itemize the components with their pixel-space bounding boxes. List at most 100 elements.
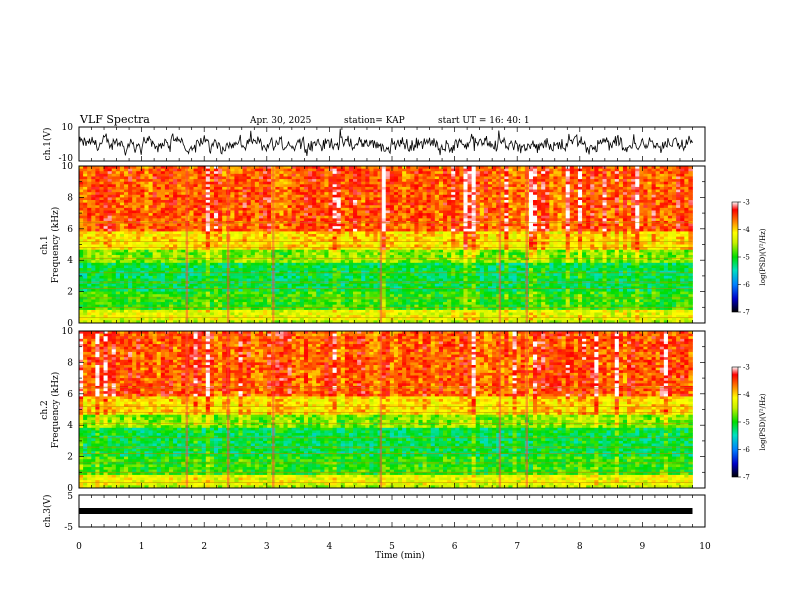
- spectrogram-cell: [537, 190, 541, 193]
- spectrogram-cell: [459, 200, 463, 203]
- spectrogram-cell: [508, 210, 512, 213]
- spectrogram-cell: [508, 231, 512, 234]
- spectrogram-cell: [672, 210, 676, 213]
- spectrogram-cell: [194, 171, 198, 174]
- spectrogram-cell: [202, 187, 206, 190]
- spectrogram-cell: [210, 190, 214, 193]
- spectrogram-cell: [337, 179, 341, 182]
- spectrogram-cell: [607, 187, 611, 190]
- spectrogram-cell: [443, 205, 447, 208]
- spectrogram-cell: [656, 210, 660, 213]
- spectrogram-cell: [480, 190, 484, 193]
- spectrogram-cell: [680, 208, 684, 211]
- spectrogram-cell: [443, 176, 447, 179]
- spectrogram-cell: [247, 182, 251, 185]
- spectrogram-cell: [210, 213, 214, 216]
- spectrogram-cell: [161, 231, 165, 234]
- spectrogram-cell: [328, 182, 332, 185]
- spectrogram-cell: [492, 190, 496, 193]
- spectrogram-cell: [243, 218, 247, 221]
- spectrogram-cell: [418, 190, 422, 193]
- spectrogram-cell: [427, 187, 431, 190]
- spectrogram-cell: [398, 174, 402, 177]
- spectrogram-cell: [590, 216, 594, 219]
- spectrogram-cell: [590, 210, 594, 213]
- spectrogram-cell: [418, 226, 422, 229]
- spectrogram-cell: [427, 171, 431, 174]
- spectrogram-cell: [586, 203, 590, 206]
- spectrogram-cell: [304, 184, 308, 187]
- spectrogram-cell: [140, 187, 144, 190]
- spectrogram-cell: [79, 218, 83, 221]
- spectrogram-cell: [488, 208, 492, 211]
- spectrogram-cell: [480, 200, 484, 203]
- spectrogram-cell: [210, 203, 214, 206]
- spectrogram-cell: [373, 184, 377, 187]
- spectrogram-cell: [447, 190, 451, 193]
- spectrogram-cell: [157, 171, 161, 174]
- spectrogram-cell: [341, 169, 345, 172]
- spectrogram-cell: [136, 197, 140, 200]
- spectrogram-cell: [87, 190, 91, 193]
- spectrogram-cell: [243, 231, 247, 234]
- spectrogram-cell: [635, 182, 639, 185]
- ch1-spectrogram-image: [79, 166, 693, 323]
- spectrogram-cell: [173, 187, 177, 190]
- spectrogram-cell: [251, 195, 255, 198]
- spectrogram-cell: [345, 229, 349, 232]
- spectrogram-cell: [513, 210, 517, 213]
- spectrogram-cell: [647, 229, 651, 232]
- spectrogram-cell: [529, 190, 533, 193]
- spectrogram-cell: [521, 229, 525, 232]
- spectrogram-cell: [320, 179, 324, 182]
- spectrogram-cell: [615, 205, 619, 208]
- spectrogram-cell: [643, 213, 647, 216]
- spectrogram-cell: [402, 190, 406, 193]
- spectrogram-cell: [275, 200, 279, 203]
- spectrogram-cell: [443, 182, 447, 185]
- spectrogram-cell: [598, 229, 602, 232]
- spectrogram-cell: [255, 203, 259, 206]
- spectrogram-cell: [631, 210, 635, 213]
- spectrogram-cell: [210, 176, 214, 179]
- spectrogram-cell: [447, 218, 451, 221]
- spectrogram-cell: [149, 216, 153, 219]
- spectrogram-cell: [296, 231, 300, 234]
- spectrogram-cell: [140, 218, 144, 221]
- spectrogram-cell: [132, 224, 136, 227]
- spectrogram-cell: [647, 216, 651, 219]
- spectrogram-cell: [423, 200, 427, 203]
- spectrogram-cell: [79, 187, 83, 190]
- spectrogram-cell: [333, 197, 337, 200]
- spectrogram-cell: [239, 184, 243, 187]
- spectrogram-cell: [656, 218, 660, 221]
- spectrogram-cell: [136, 182, 140, 185]
- spectrogram-cell: [451, 231, 455, 234]
- spectrogram-cell: [570, 231, 574, 234]
- spectrogram-cell: [173, 224, 177, 227]
- spectrogram-cell: [79, 174, 83, 177]
- spectrogram-cell: [218, 184, 222, 187]
- spectrogram-cell: [333, 187, 337, 190]
- spectrogram-cell: [431, 187, 435, 190]
- spectrogram-cell: [472, 190, 476, 193]
- spectrogram-cell: [410, 174, 414, 177]
- spectrogram-cell: [222, 197, 226, 200]
- spectrogram-cell: [140, 213, 144, 216]
- spectrogram-cell: [373, 171, 377, 174]
- spectrogram-cell: [108, 169, 112, 172]
- spectrogram-cell: [541, 203, 545, 206]
- spectrogram-cell: [275, 171, 279, 174]
- spectrogram-cell: [169, 218, 173, 221]
- spectrogram-cell: [459, 190, 463, 193]
- spectrogram-cell: [476, 210, 480, 213]
- spectrogram-cell: [328, 229, 332, 232]
- spectrogram-cell: [218, 200, 222, 203]
- spectrogram-cell: [324, 195, 328, 198]
- spectrogram-cell: [128, 208, 132, 211]
- spectrogram-cell: [120, 203, 124, 206]
- spectrogram-cell: [198, 208, 202, 211]
- spectrogram-cell: [279, 184, 283, 187]
- spectrogram-cell: [611, 179, 615, 182]
- spectrogram-cell: [603, 176, 607, 179]
